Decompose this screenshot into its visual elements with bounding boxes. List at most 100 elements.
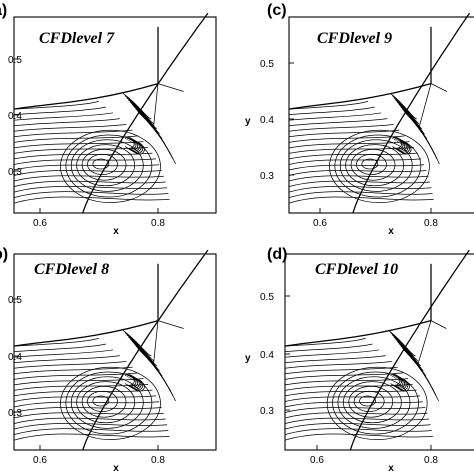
expansion-contour: [130, 101, 163, 140]
flow-contour-line: [284, 349, 380, 358]
flow-contour-line: [284, 428, 432, 436]
small-loop-contour: [390, 374, 401, 386]
vortex-contour: [76, 144, 136, 187]
expansion-contour: [124, 332, 155, 362]
vortex-contour: [332, 371, 419, 435]
flow-contour-line: [13, 196, 170, 204]
vortex-contour: [342, 381, 402, 424]
y-tick-label: 0.4: [260, 350, 274, 361]
expansion-contour: [137, 110, 174, 160]
flow-contour-line: [13, 191, 169, 199]
x-tick-label: 0.6: [33, 218, 47, 229]
small-loop-contour: [134, 142, 145, 155]
y-tick-label: 0.4: [260, 115, 274, 126]
vortex-contour: [361, 158, 379, 170]
expansion-contour: [138, 112, 176, 165]
x-axis-label: x: [388, 463, 394, 474]
plot-frame: [284, 253, 474, 451]
flow-contour-line: [288, 170, 427, 176]
panel-title: CFDlevel 7: [39, 30, 115, 47]
upper-streamline: [284, 320, 432, 347]
x-tick-label: 0.8: [424, 455, 438, 466]
x-axis-label: x: [388, 226, 394, 237]
small-loop-contour: [391, 375, 402, 387]
small-loop-contour: [399, 379, 410, 392]
small-loop-contour: [393, 375, 404, 388]
vortex-contour: [76, 381, 136, 424]
contour-plot-svg: 0.6 0.8 0.5 0.4 0.3 x y (c) CFDlevel 9: [245, 2, 474, 237]
vortex-contour: [81, 386, 127, 418]
x-tick-label: 0.6: [33, 455, 47, 466]
flow-contour-line: [288, 196, 434, 204]
expansion-contour: [137, 347, 174, 397]
contour-plot-svg: 0.6 0.8 0.5 0.4 0.3 x b) CFDlevel 8: [0, 246, 217, 474]
flow-contour-line: [284, 422, 431, 430]
vortex-contour: [81, 149, 127, 181]
expansion-contour: [403, 349, 439, 402]
flow-contour-line: [13, 337, 99, 347]
small-loop-contour: [396, 139, 407, 152]
flow-contour-line: [288, 164, 425, 171]
small-loop-contour: [395, 138, 406, 151]
upper-streamline: [13, 320, 159, 347]
flow-contour-line: [288, 106, 375, 116]
flow-contour-line: [13, 100, 99, 110]
shock-junction-lines: [417, 320, 447, 366]
vortex-contour: [345, 144, 405, 187]
contour-plot-svg: 0.6 0.8 0.5 0.4 0.3 x a) CFDlevel 7: [0, 2, 217, 237]
flow-contour-line: [284, 366, 398, 375]
flow-contour-line: [288, 147, 414, 154]
flow-contour-line: [13, 389, 153, 397]
vortex-contour: [329, 129, 430, 203]
small-loop-contour: [398, 378, 409, 391]
flow-contour-line: [13, 422, 168, 430]
flow-contour-line: [284, 412, 428, 419]
y-tick-label: 0.3: [8, 408, 22, 419]
expansion-contour: [403, 110, 438, 160]
vortex-contour: [87, 153, 118, 175]
expansion-contour: [393, 336, 424, 372]
flow-contour-line: [13, 118, 120, 127]
vortex-contour: [92, 158, 110, 170]
flow-contour-line: [284, 355, 386, 364]
y-tick-label: 0.3: [260, 406, 274, 417]
flow-contour-line: [288, 180, 431, 187]
shock-junction-lines: [153, 320, 184, 366]
expansion-contour: [388, 330, 416, 357]
expansion-contour: [124, 95, 155, 125]
flow-contour-line: [284, 389, 417, 397]
upper-streamline: [13, 83, 159, 110]
flow-contour-line: [13, 185, 168, 193]
panel-title: CFDlevel 9: [317, 30, 392, 47]
small-loop-contour: [398, 140, 409, 153]
expansion-contour: [391, 334, 421, 367]
flow-contour-line: [284, 360, 392, 369]
flow-contour-line: [13, 112, 114, 121]
flow-contour-line: [288, 158, 422, 165]
y-tick-label: 0.4: [8, 352, 22, 363]
vortex-contour: [70, 139, 144, 192]
vortex-contour: [60, 366, 161, 440]
expansion-contour: [128, 336, 160, 372]
expansion-contour: [402, 347, 437, 397]
body-surface-curve: [82, 12, 209, 214]
flow-contour-line: [284, 337, 366, 347]
expansion-contour: [128, 99, 160, 135]
shock-junction-lines: [418, 83, 448, 129]
flow-contour-line: [288, 152, 418, 160]
small-loop-contour: [393, 138, 404, 150]
flow-contour-line: [13, 106, 107, 116]
vortex-contour: [356, 153, 387, 175]
flow-contour-line: [13, 123, 127, 132]
x-tick-label: 0.8: [151, 455, 165, 466]
vortex-contour: [359, 395, 376, 407]
y-axis-label: y: [245, 353, 251, 364]
panel-letter: b): [0, 246, 8, 263]
vortex-contour: [326, 366, 428, 440]
flow-contour-line: [13, 417, 166, 424]
flow-contour-line: [284, 407, 426, 413]
vortex-contour: [70, 376, 144, 429]
flow-contour-line: [284, 395, 420, 402]
small-loop-contour: [401, 142, 412, 155]
small-loop-contour: [134, 379, 145, 392]
